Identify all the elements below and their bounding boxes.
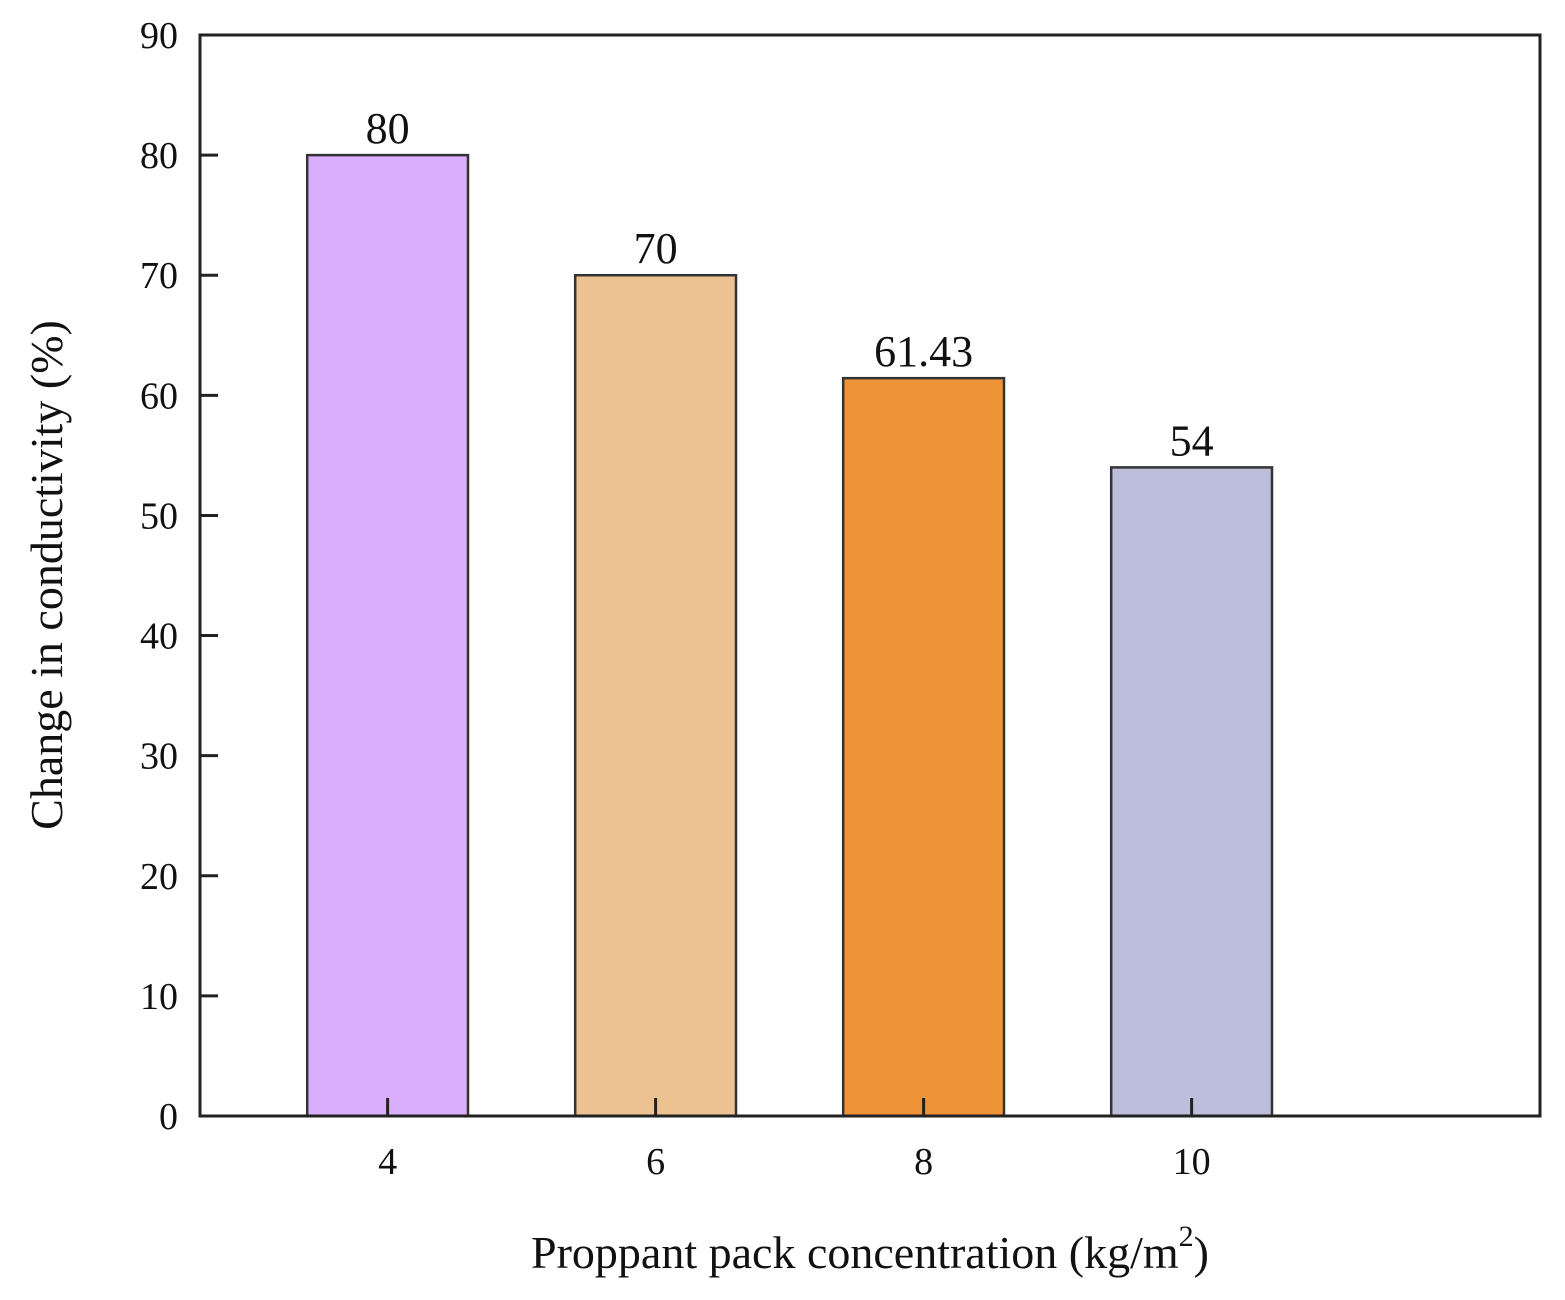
x-tick-label-6: 6: [646, 1141, 665, 1183]
data-label-4: 80: [366, 104, 410, 153]
y-tick-label-20: 20: [140, 856, 178, 898]
y-tick-label-10: 10: [140, 976, 178, 1018]
x-axis-title-main: Proppant pack concentration (kg/m: [531, 1227, 1179, 1278]
x-tick-label-8: 8: [914, 1141, 933, 1183]
y-axis-ticks: 0 10 20 30 40 50 60 70 80 90: [140, 15, 218, 1138]
x-axis-title-end: ): [1194, 1227, 1209, 1278]
y-tick-label-80: 80: [140, 135, 178, 177]
y-axis-title: Change in conductivity (%): [21, 320, 72, 830]
y-tick-label-40: 40: [140, 616, 178, 658]
x-tick-label-4: 4: [378, 1141, 397, 1183]
y-tick-label-90: 90: [140, 15, 178, 57]
bar-4: [305, 153, 470, 1118]
y-tick-label-60: 60: [140, 375, 178, 417]
bars-group: [305, 153, 1274, 1118]
x-axis-title-superscript: 2: [1179, 1220, 1194, 1253]
data-label-6: 70: [634, 224, 678, 273]
plot-frame: [198, 33, 1542, 1118]
x-axis-ticks: 4 6 8 10: [378, 1098, 1211, 1183]
bar-10: [1109, 466, 1274, 1118]
x-tick-label-10: 10: [1173, 1141, 1211, 1183]
data-label-8: 61.43: [874, 327, 973, 376]
data-label-10: 54: [1170, 416, 1214, 465]
y-tick-label-50: 50: [140, 495, 178, 537]
bar-8: [841, 376, 1006, 1118]
y-tick-label-30: 30: [140, 736, 178, 778]
y-tick-label-70: 70: [140, 255, 178, 297]
y-tick-label-0: 0: [159, 1096, 178, 1138]
bar-6: [573, 273, 738, 1118]
value-labels-group: 80 70 61.43 54: [366, 104, 1214, 465]
x-axis-title: Proppant pack concentration (kg/m2): [531, 1220, 1209, 1278]
